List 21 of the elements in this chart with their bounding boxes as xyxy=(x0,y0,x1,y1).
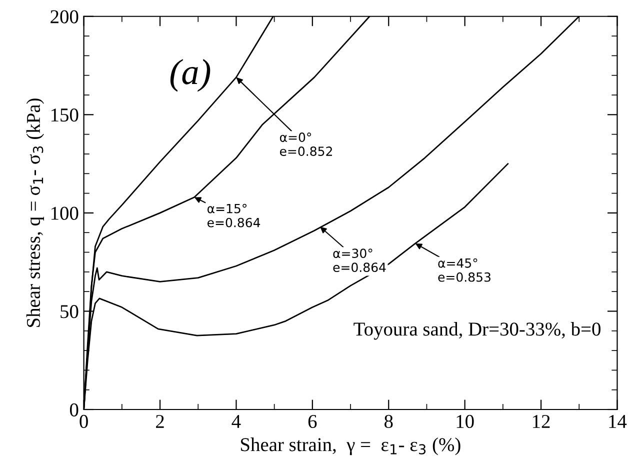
x-tick-label: 10 xyxy=(456,414,474,428)
y-tick-label: 50 xyxy=(60,305,78,318)
annotation: α=30° e=0.864 xyxy=(333,248,386,272)
annotation: Toyoura sand, Dr=30-33%, b=0 xyxy=(354,322,600,340)
y-tick-label: 150 xyxy=(52,108,78,122)
annotation: α=15° e=0.864 xyxy=(208,204,260,228)
x-axis-title: Shear strain, γ = ε$_{1}$- ε$_{3}$ (%) xyxy=(240,438,460,456)
x-tick-label: 0 xyxy=(80,414,88,428)
x-tick-label: 12 xyxy=(533,414,550,428)
x-tick-label: 2 xyxy=(156,414,164,428)
x-tick-label: 8 xyxy=(384,414,393,428)
y-tick-label: 200 xyxy=(50,10,78,24)
y-tick-label: 0 xyxy=(70,403,78,416)
x-tick-label: 6 xyxy=(308,414,317,428)
annotation: (a) xyxy=(170,58,210,92)
x-tick-label: 14 xyxy=(609,415,627,428)
y-axis-title: Shear stress, q = σ$_{1}$- σ$_{3}$ (kPa) xyxy=(26,98,44,327)
x-tick-label: 4 xyxy=(232,415,241,428)
annotation: α=0° e=0.852 xyxy=(280,132,332,156)
y-tick-label: 100 xyxy=(52,206,78,220)
annotation: α=45° e=0.853 xyxy=(438,258,490,282)
